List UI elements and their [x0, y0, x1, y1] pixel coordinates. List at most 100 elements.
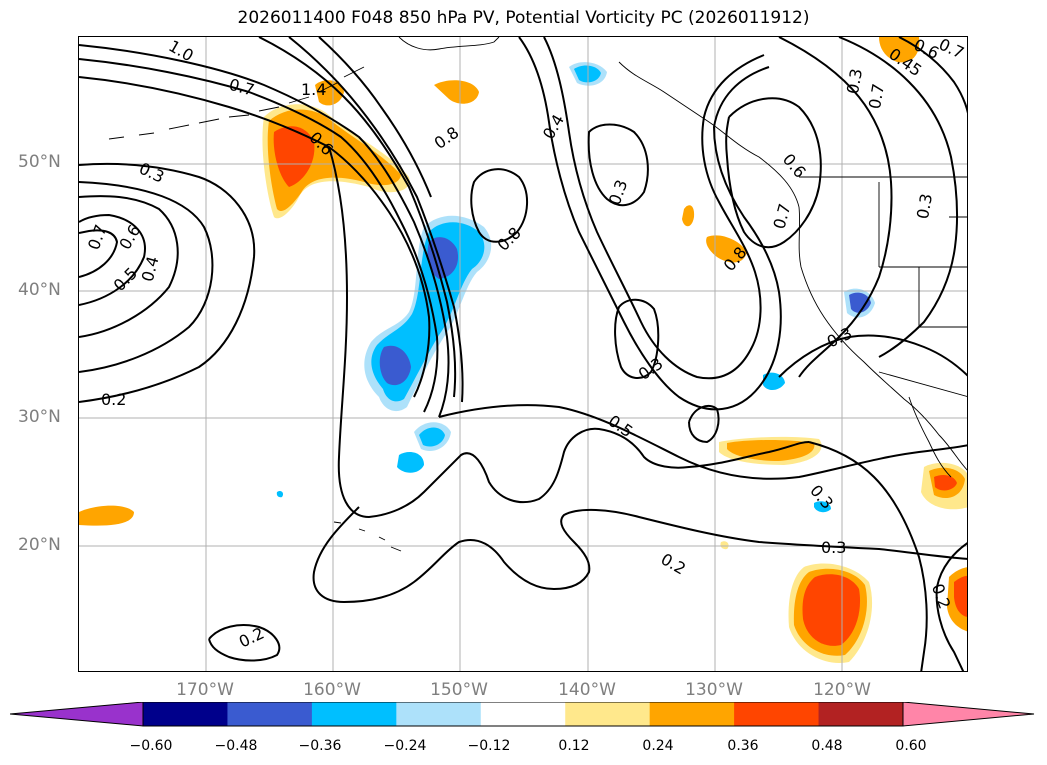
colorbar	[9, 701, 1036, 730]
contour-label: 0.3	[136, 159, 167, 187]
pv-positive-region	[434, 80, 479, 104]
contour-label: 0.7	[84, 222, 111, 252]
contour-east-loop-2	[778, 37, 893, 378]
colorbar-segment	[734, 702, 820, 726]
lon-label-160w: 160°W	[303, 680, 361, 700]
colorbar-segment	[565, 702, 651, 726]
coastlines	[108, 37, 967, 552]
colorbar-segments	[9, 701, 1035, 727]
map-panel: 1.0 0.7 1.4 0.6 0.8 0.3 0.7 0.6 0.5 0.4 …	[78, 36, 968, 672]
colorbar-segment	[396, 702, 482, 726]
colorbar-segment	[143, 702, 228, 726]
contour-0-4-west	[79, 195, 179, 338]
contour-label: 0.6	[115, 221, 144, 253]
colorbar-tick: 0.24	[642, 738, 674, 754]
contour-label: 0.4	[539, 111, 568, 143]
contour-0-3-mid-loop	[587, 123, 649, 207]
contour-0-2-east	[935, 542, 967, 671]
lon-label-170w: 170°W	[176, 680, 234, 700]
contour-label: 0.3	[806, 481, 837, 513]
contour-0-5-west	[79, 213, 146, 306]
lon-label-140w: 140°W	[558, 680, 616, 700]
contour-label: 1.0	[165, 37, 197, 65]
map-canvas: 1.0 0.7 1.4 0.6 0.8 0.3 0.7 0.6 0.5 0.4 …	[79, 37, 967, 671]
contour-east-loop-4	[898, 37, 967, 114]
colorbar-segment	[480, 702, 566, 726]
lat-label-20n: 20°N	[18, 535, 61, 555]
pv-negative-region	[814, 501, 831, 513]
lon-label-130w: 130°W	[685, 680, 743, 700]
contour-band-3	[318, 37, 432, 198]
contour-0-2-far-south	[208, 624, 281, 662]
contour-0-5-north	[543, 37, 765, 380]
contour-0-6	[79, 44, 450, 418]
contour-0-3-west	[79, 181, 214, 373]
coastline-baja	[908, 396, 952, 478]
contour-0-3-east	[808, 441, 928, 671]
contour-1-0	[79, 76, 431, 398]
pv-positive-region	[79, 505, 134, 526]
colorbar-tick: 0.60	[895, 738, 927, 754]
contour-label: 0.3	[821, 538, 846, 557]
contour-0-3-hook	[688, 404, 720, 444]
contour-label: 0.2	[101, 390, 126, 409]
contour-label: 0.3	[913, 192, 936, 220]
pv-positive-region	[273, 126, 315, 187]
contour-band-2	[288, 37, 464, 403]
pv-negative-region	[849, 292, 871, 313]
contour-0-4-north	[518, 37, 782, 411]
pv-contours	[79, 37, 967, 671]
contour-east-loop-1	[725, 97, 822, 249]
contour-label: 0.7	[770, 202, 795, 232]
colorbar-tick: 0.12	[558, 738, 590, 754]
colorbar-tick: −0.60	[129, 738, 173, 754]
colorbar-segment	[311, 702, 397, 726]
contour-0-3-cali	[778, 334, 967, 378]
lat-label-30n: 30°N	[18, 407, 61, 427]
pv-positive-region	[315, 80, 344, 106]
pv-negative-region	[379, 345, 411, 386]
contour-0-5-band	[438, 404, 967, 480]
border-us-mexico	[878, 371, 967, 397]
pv-positive-region	[706, 235, 747, 263]
colorbar-outline	[142, 701, 904, 727]
lat-label-50n: 50°N	[18, 152, 61, 172]
pv-positive-region	[682, 205, 695, 227]
contour-label: 0.7	[865, 82, 888, 110]
lat-label-40n: 40°N	[18, 280, 61, 300]
contour-0-2-west	[79, 162, 256, 403]
pv-negative-region	[419, 427, 445, 447]
contour-east-loop-3	[838, 37, 959, 358]
lon-label-120w: 120°W	[813, 680, 871, 700]
colorbar-segment	[649, 702, 735, 726]
contour-label-layer: 1.0 0.7 1.4 0.6 0.8 0.3 0.7 0.6 0.5 0.4 …	[84, 37, 967, 651]
colorbar-svg	[9, 701, 1035, 727]
coastline-bc	[618, 61, 800, 208]
contour-label: 0.8	[431, 123, 463, 153]
contour-label: 0.7	[227, 75, 257, 100]
contour-0-2-south	[312, 506, 967, 604]
colorbar-extend-max	[902, 701, 1035, 727]
colorbar-tick: −0.36	[298, 738, 342, 754]
colorbar-tick: 0.48	[811, 738, 843, 754]
contour-label: 1.4	[301, 80, 326, 99]
coastline-west-us	[798, 206, 967, 471]
colorbar-tick: −0.48	[214, 738, 258, 754]
pv-positive-region	[934, 475, 957, 491]
contour-label: 0.2	[658, 549, 690, 578]
colorbar-tick: −0.24	[383, 738, 427, 754]
colorbar-extend-min	[9, 701, 144, 727]
contour-0-8-loop-a	[470, 168, 528, 243]
state-borders	[878, 182, 967, 328]
coastline-hawaii	[333, 521, 402, 552]
colorbar-segment	[818, 702, 904, 726]
pv-negative-region	[397, 452, 424, 473]
colorbar-segment	[227, 702, 313, 726]
contour-0-3-loop-b	[614, 298, 660, 379]
contour-label: 0.5	[605, 411, 637, 441]
contour-label: 0.4	[138, 254, 163, 284]
contour-band-1	[258, 37, 457, 398]
contour-label: 0.3	[605, 177, 632, 207]
coastline-alaska	[398, 37, 500, 51]
contour-label: 0.3	[843, 67, 866, 95]
